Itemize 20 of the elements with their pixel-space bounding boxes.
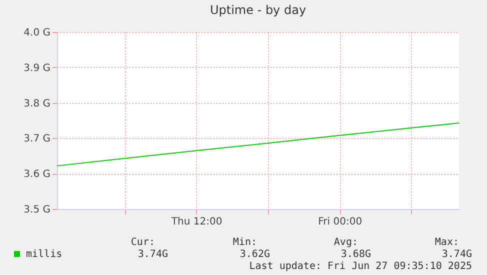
text: Avg: (334, 237, 358, 248)
text: 3.74G (138, 249, 168, 260)
y-tick-label: 4.0 G (24, 28, 50, 38)
text: Max: (434, 237, 459, 248)
y-tick-label: 3.7 G (24, 134, 50, 145)
text: 3.62G (240, 249, 270, 260)
x-tick-label: Fri 00:00 (318, 216, 362, 228)
text: 3.74G (442, 249, 472, 260)
y-tick-label: 3.5 G (24, 204, 50, 216)
y-tick-label: 3.9 G (24, 62, 50, 74)
legend-label: millis (26, 249, 62, 260)
y-tick-label: 3.6 G (24, 169, 50, 180)
text: 3.68G (340, 249, 371, 260)
text: Last update: Fri Jun 27 09:35:10 2025 (249, 261, 472, 272)
line-series (56, 122, 460, 166)
x-tick-label: Thu 12:00 (170, 216, 222, 228)
y-tick-label: 3.8 G (24, 98, 50, 110)
chart-title: Uptime - by day (210, 3, 306, 17)
text: Min: (232, 237, 257, 248)
text: Cur: (130, 237, 155, 248)
